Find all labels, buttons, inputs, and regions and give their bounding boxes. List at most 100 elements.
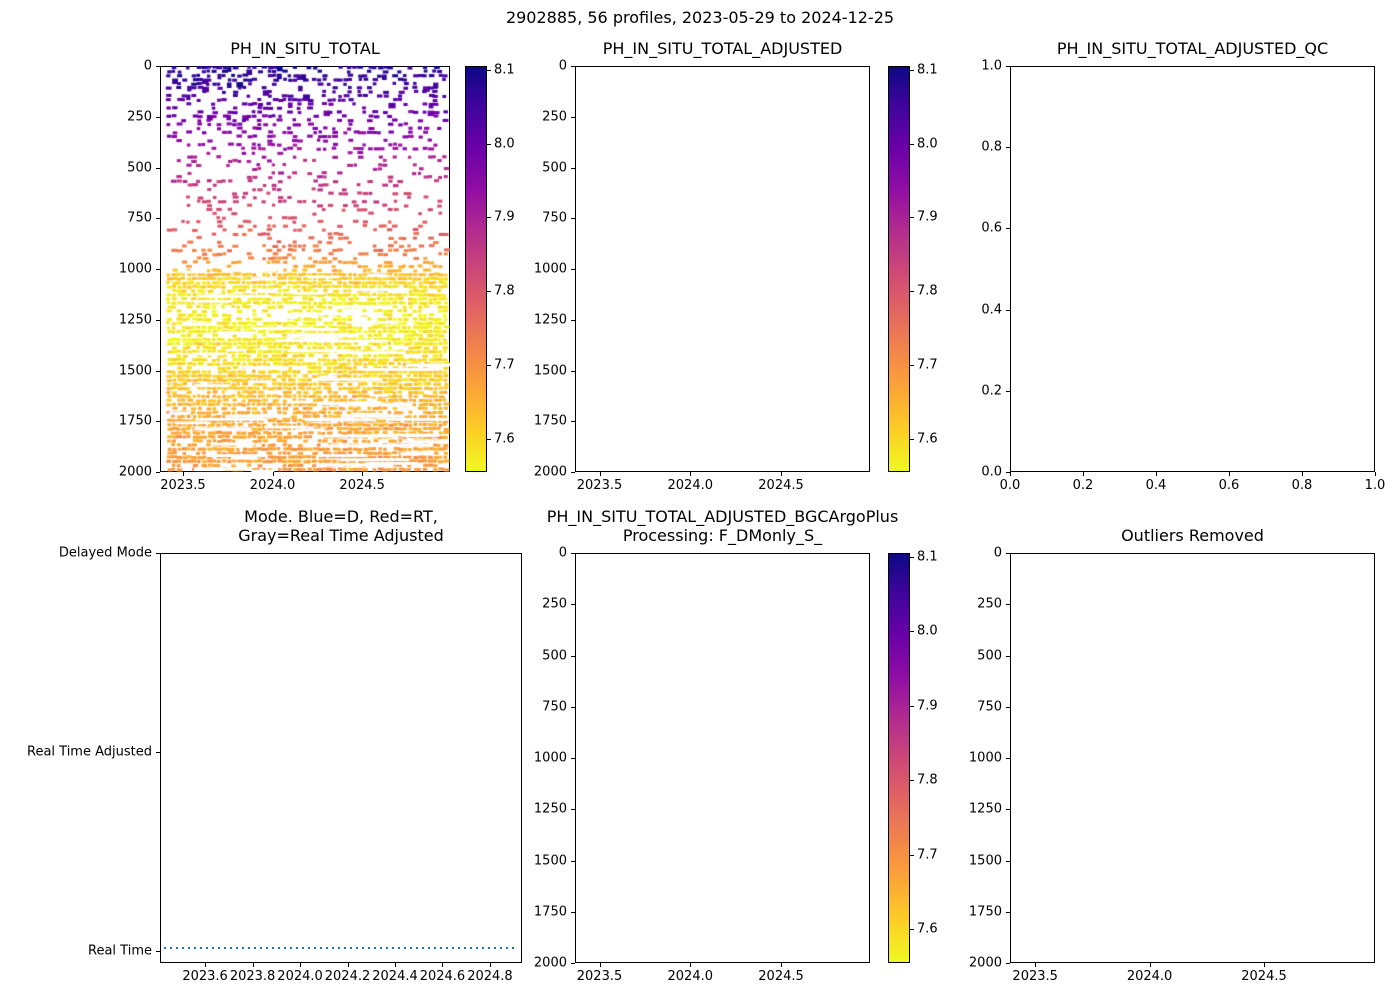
colorbar-tick-label: 8.0 [917,136,938,151]
tick-label: 0.8 [1291,478,1313,493]
plot-axes [1010,66,1375,472]
colorbar-tick-mark [487,364,491,366]
tick-label: 1750 [533,413,567,429]
tick-label: 2023.5 [576,969,623,984]
plot-axes [160,553,522,963]
tick-label: 1000 [118,261,152,277]
tick-mark [1006,66,1010,67]
plot-title: PH_IN_SITU_TOTAL [230,39,380,58]
colorbar-tick-label: 8.0 [917,623,938,639]
tick-label: 0 [558,58,567,74]
tick-label: 750 [542,210,567,226]
colorbar-tick-label: 7.9 [917,698,938,714]
tick-mark [395,963,396,967]
tick-mark [571,911,575,913]
tick-mark [571,604,575,606]
colorbar [888,553,910,963]
tick-label: 2000 [968,955,1002,971]
colorbar-tick-mark [487,438,491,440]
tick-mark [571,218,575,220]
tick-mark [272,472,274,476]
tick-label: 2023.5 [1012,969,1058,984]
tick-mark [571,553,575,554]
tick-label: 2000 [118,464,152,480]
tick-label: 500 [542,648,567,663]
tick-mark [182,472,184,476]
plot-axes [575,66,870,472]
tick-mark [690,963,692,967]
tick-label: 2023.8 [229,969,276,984]
tick-mark [205,963,207,967]
tick-label: 0 [143,58,152,74]
colorbar-tick-mark [910,364,914,366]
tick-mark [156,751,160,753]
colorbar-tick-mark [910,69,914,71]
tick-mark [300,963,302,967]
tick-mark [1006,963,1010,964]
colorbar-tick-label: 7.8 [494,283,515,299]
tick-label: 0.2 [981,383,1002,399]
category-tick-label: Delayed Mode [58,545,152,561]
tick-mark [781,472,783,476]
tick-mark [156,269,160,270]
tick-mark [156,218,160,220]
colorbar-tick-label: 7.7 [917,357,938,373]
tick-label: 0.8 [981,139,1002,155]
colorbar-tick-mark [910,780,914,782]
tick-mark [1006,228,1010,230]
plot-title: Outliers Removed [1121,526,1264,545]
tick-label: 2000 [533,464,567,480]
tick-label: 1500 [533,853,567,868]
tick-label: 1.0 [981,58,1002,74]
plot-axes [1010,553,1375,963]
tick-mark [1006,706,1010,708]
tick-label: 0.2 [1072,478,1094,493]
tick-label: 2023.6 [182,969,228,984]
tick-label: 0 [993,545,1002,561]
tick-mark [571,655,575,657]
tick-mark [1006,472,1010,473]
tick-label: 2024.0 [1126,969,1173,984]
tick-label: 1250 [533,312,567,328]
colorbar-tick-label: 7.6 [917,921,938,937]
tick-mark [571,370,575,372]
tick-mark [571,758,575,759]
category-tick-label: Real Time [88,943,152,959]
tick-label: 2024.5 [1241,969,1287,984]
colorbar-tick-mark [487,143,491,145]
colorbar-tick-label: 7.8 [917,283,938,299]
tick-label: 1.0 [1364,478,1386,493]
tick-mark [442,963,444,967]
tick-label: 1250 [118,312,152,328]
colorbar-tick-mark [487,69,491,71]
plot-title: PH_IN_SITU_TOTAL_ADJUSTED_BGCArgoPlus Pro… [546,507,899,545]
colorbar-tick-mark [910,217,914,219]
tick-mark [1302,472,1303,476]
tick-mark [1006,655,1010,657]
tick-label: 250 [542,596,567,612]
tick-label: 0.4 [981,302,1002,318]
tick-mark [156,472,160,473]
tick-mark [1149,963,1151,967]
tick-mark [571,706,575,708]
colorbar-tick-label: 8.1 [494,62,515,78]
colorbar-tick-label: 7.7 [917,847,938,863]
tick-mark [156,167,160,169]
tick-label: 2024.5 [758,969,804,984]
category-tick-label: Real Time Adjusted [27,744,152,760]
tick-mark [156,116,160,118]
tick-mark [1006,553,1010,554]
colorbar-tick-label: 8.1 [917,62,938,78]
plot-title: PH_IN_SITU_TOTAL_ADJUSTED_QC [1056,39,1329,58]
colorbar-tick-label: 8.1 [917,549,938,565]
colorbar-tick-mark [910,438,914,440]
tick-mark [1006,911,1010,913]
colorbar-tick-mark [910,854,914,856]
tick-label: 1250 [968,801,1002,817]
tick-label: 1750 [118,413,152,429]
